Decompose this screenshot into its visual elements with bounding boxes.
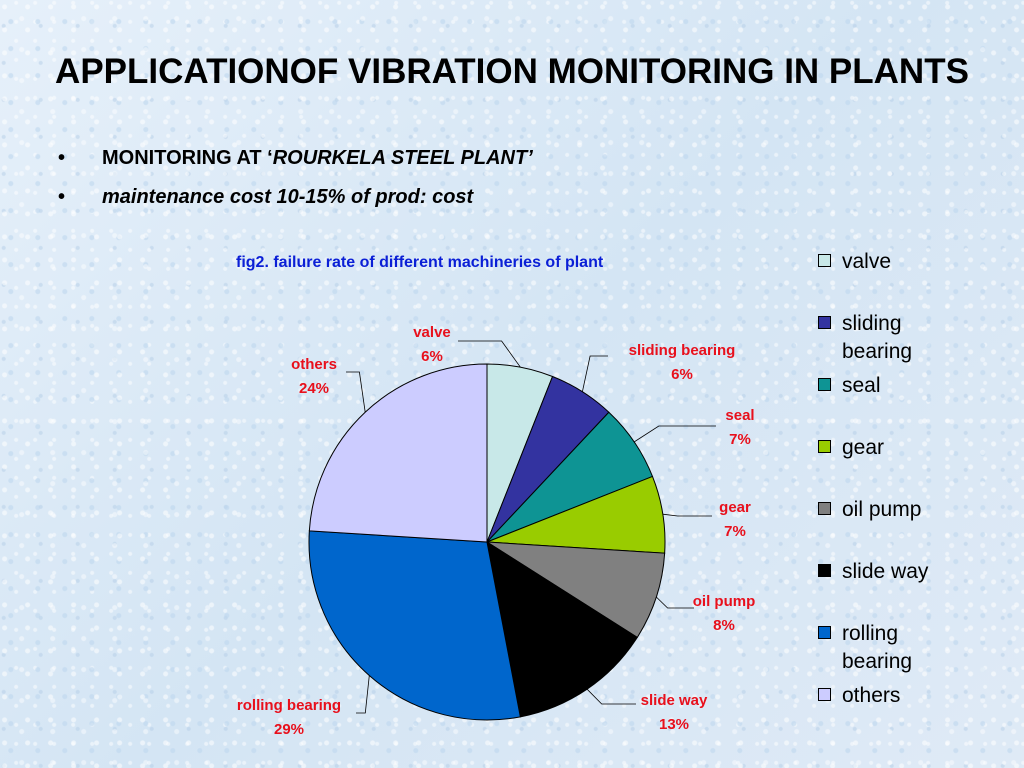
leader-line-gear xyxy=(662,513,712,517)
slice-label-slide-way: slide way xyxy=(641,692,708,709)
legend-item-others: others xyxy=(818,682,972,710)
legend-item-slide-way: slide way xyxy=(818,558,972,586)
slice-percent-sliding-bearing: 6% xyxy=(671,366,693,383)
slide-title: APPLICATIONOF VIBRATION MONITORING IN PL… xyxy=(55,52,969,91)
legend-swatch xyxy=(818,254,831,267)
legend-swatch xyxy=(818,626,831,639)
slice-percent-rolling-bearing: 29% xyxy=(274,721,304,738)
legend-label: rolling bearing xyxy=(842,622,913,673)
bullet-emphasis: maintenance cost 10-15% of prod: cost xyxy=(102,186,474,208)
legend-label: gear xyxy=(842,436,885,459)
slice-label-seal: seal xyxy=(725,407,754,424)
leader-line-others xyxy=(346,371,366,413)
slice-percent-gear: 7% xyxy=(724,523,746,540)
legend-item-seal: seal xyxy=(818,372,972,400)
pie-slice-rolling-bearing xyxy=(308,530,521,721)
legend-item-oil-pump: oil pump xyxy=(818,496,972,524)
legend-swatch xyxy=(818,502,831,515)
legend-item-rolling-bearing: rolling bearing xyxy=(818,620,972,676)
pie-slice-oil-pump xyxy=(486,541,666,639)
chart-title: fig2. failure rate of different machiner… xyxy=(236,254,604,271)
slice-percent-valve: 6% xyxy=(421,348,443,365)
legend-label: sliding bearing xyxy=(842,312,913,363)
leader-line-seal xyxy=(633,425,716,443)
legend-swatch xyxy=(818,688,831,701)
pie-slice-others xyxy=(308,363,488,543)
bullet-item-maintenance-cost: • maintenance cost 10-15% of prod: cost xyxy=(58,185,533,209)
bullet-item-monitoring: • MONITORING AT ‘ROURKELA STEEL PLANT’ xyxy=(58,146,533,170)
pie-slice-slide-way xyxy=(486,540,638,718)
legend-label: valve xyxy=(842,250,892,273)
leader-line-oil-pump xyxy=(656,596,694,609)
leader-line-rolling-bearing xyxy=(356,675,370,714)
legend-item-sliding-bearing: sliding bearing xyxy=(818,310,972,366)
bullet-dot: • xyxy=(58,186,66,208)
slice-label-valve: valve xyxy=(413,324,451,341)
leader-line-valve xyxy=(458,340,521,368)
legend-swatch xyxy=(818,564,831,577)
slice-label-gear: gear xyxy=(719,499,751,516)
legend-swatch xyxy=(818,316,831,329)
slice-label-others: others xyxy=(291,356,337,373)
legend-label: others xyxy=(842,684,901,707)
legend-label: oil pump xyxy=(842,498,922,521)
slice-percent-others: 24% xyxy=(299,380,329,397)
legend-swatch xyxy=(818,440,831,453)
legend-item-valve: valve xyxy=(818,248,972,276)
slice-percent-oil-pump: 8% xyxy=(713,617,735,634)
bullet-list: • MONITORING AT ‘ROURKELA STEEL PLANT’ •… xyxy=(58,146,533,224)
legend-label: slide way xyxy=(842,560,929,583)
bullet-prefix: MONITORING AT ‘ xyxy=(102,147,273,169)
slice-percent-slide-way: 13% xyxy=(659,716,689,733)
leader-line-slide-way xyxy=(586,688,636,705)
legend-label: seal xyxy=(842,374,881,397)
bullet-dot: • xyxy=(58,147,66,169)
leader-line-sliding-bearing xyxy=(582,355,608,392)
slice-label-rolling-bearing: rolling bearing xyxy=(237,697,341,714)
bullet-emphasis: ROURKELA STEEL PLANT’ xyxy=(272,147,533,169)
slice-label-sliding-bearing: sliding bearing xyxy=(629,342,736,359)
slice-label-oil-pump: oil pump xyxy=(693,593,756,610)
slice-percent-seal: 7% xyxy=(729,431,751,448)
legend-item-gear: gear xyxy=(818,434,972,462)
legend-swatch xyxy=(818,378,831,391)
